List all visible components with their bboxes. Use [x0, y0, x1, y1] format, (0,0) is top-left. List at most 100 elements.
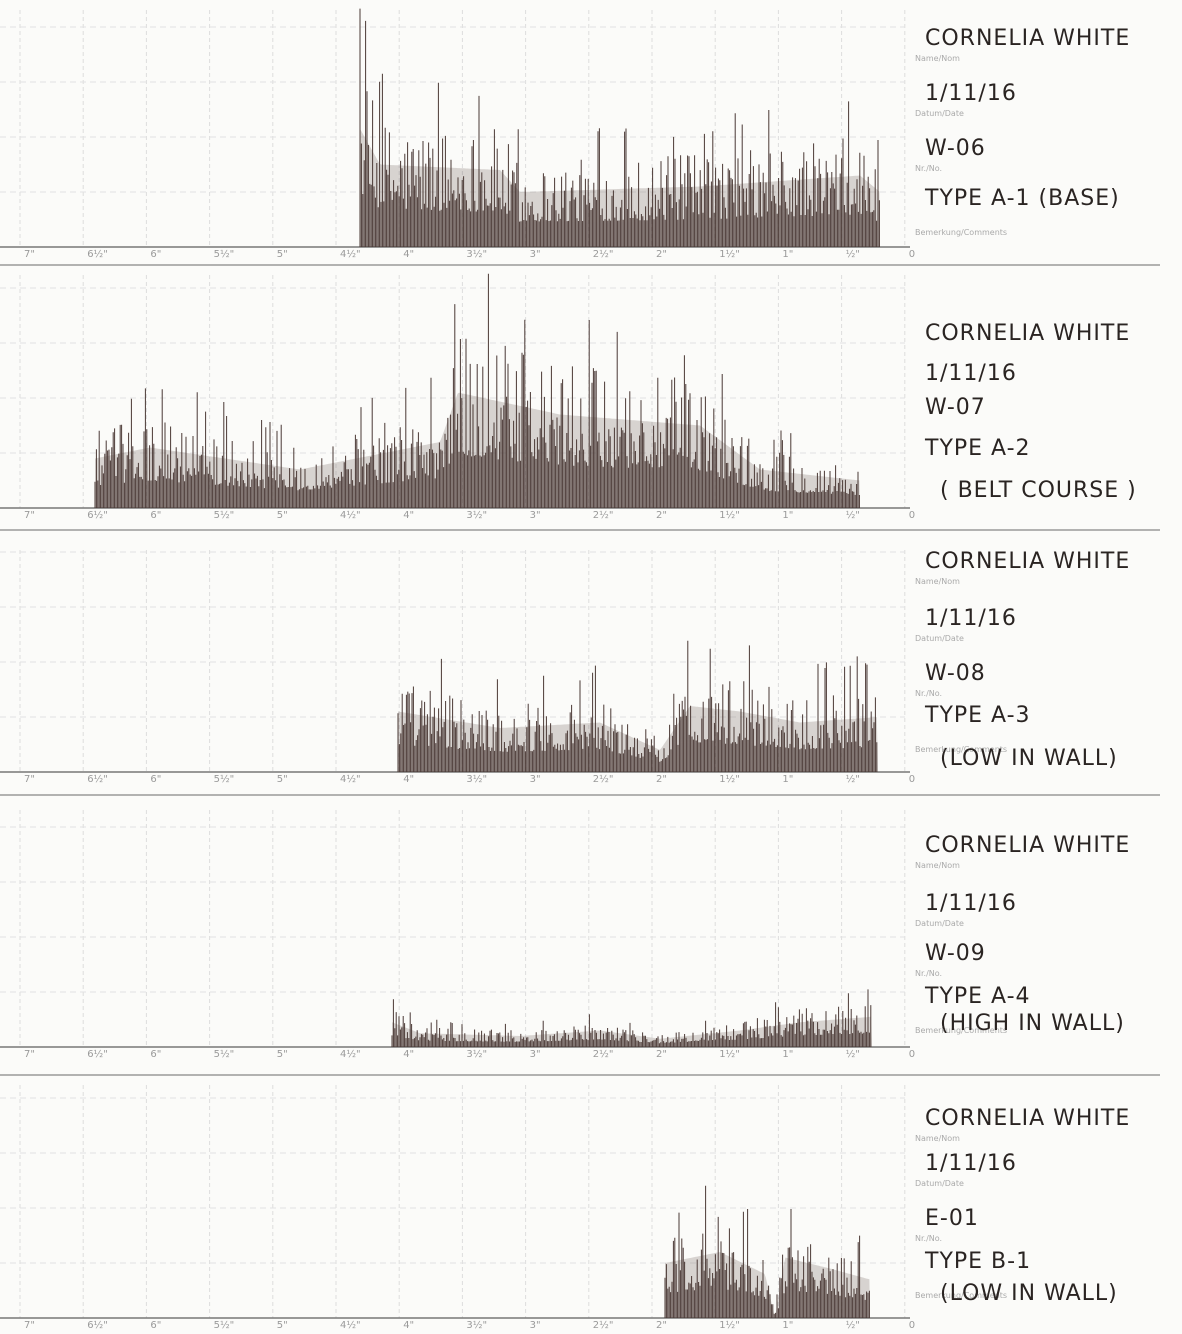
- handwritten-date: 1/11/16: [925, 891, 1017, 916]
- scale-label: 2": [656, 1320, 667, 1331]
- scale-label: 4½": [340, 248, 361, 260]
- form-label: Nr./No.: [915, 689, 942, 698]
- scale-label: 6½": [87, 509, 108, 521]
- scale-label: 6½": [87, 248, 108, 260]
- handwritten-date: 1/11/16: [925, 1151, 1017, 1176]
- scale-label: 5½": [214, 509, 235, 521]
- scale-label: 1": [782, 1049, 793, 1060]
- scale-label: 2½": [593, 773, 614, 785]
- waveform-shade: [398, 706, 878, 772]
- scale-label: 2½": [593, 1048, 614, 1060]
- scale-label: 1½": [719, 1048, 740, 1060]
- handwritten-date: 1/11/16: [925, 361, 1017, 386]
- handwritten-name: CORNELIA WHITE: [925, 549, 1130, 574]
- panel: 7"6½"6"5½"5"4½"4"3½"3"2½"2"1½"1"½"0CORNE…: [0, 9, 1160, 265]
- handwritten-type: TYPE A-3: [924, 703, 1031, 728]
- handwritten-name: CORNELIA WHITE: [925, 321, 1130, 346]
- panel: 7"6½"6"5½"5"4½"4"3½"3"2½"2"1½"1"½"0CORNE…: [0, 274, 1160, 530]
- scale-label: 5½": [214, 248, 235, 260]
- scale-label: 6½": [87, 1048, 108, 1060]
- scale-label: 0: [909, 1320, 915, 1331]
- handwritten-name: CORNELIA WHITE: [925, 26, 1130, 51]
- handwritten-type: TYPE B-1: [924, 1249, 1031, 1274]
- handwritten-type: TYPE A-1 (BASE): [924, 186, 1120, 211]
- scale-label: 5": [277, 774, 288, 785]
- scale-label: 1": [782, 249, 793, 260]
- scale-label: 3": [530, 510, 541, 521]
- scale-label: 2": [656, 249, 667, 260]
- handwritten-id: E-01: [925, 1206, 979, 1231]
- scale-label: 5": [277, 1049, 288, 1060]
- scale-label: 7": [24, 249, 35, 260]
- scale-label: 4": [403, 774, 414, 785]
- handwritten-id: W-08: [925, 661, 986, 686]
- scale-label: 7": [24, 774, 35, 785]
- document: 7" 6½" 6" 5½" 5" 4½" 4" 3½" 3" 2½" 2" 1½" 1" ½" 0 CORNE…: [0, 0, 1182, 1334]
- scale-label: 7": [24, 1320, 35, 1331]
- form-label: Nr./No.: [915, 969, 942, 978]
- scale-label: 3½": [466, 773, 487, 785]
- scale-label: 4": [403, 1320, 414, 1331]
- scale-label: ½": [846, 509, 860, 521]
- scale-label: 2": [656, 774, 667, 785]
- scale-label: 4½": [340, 509, 361, 521]
- scale-label: 1": [782, 774, 793, 785]
- scale-label: 2½": [593, 509, 614, 521]
- scale-label: ½": [846, 773, 860, 785]
- scale-label: ½": [846, 1048, 860, 1060]
- form-label: Nr./No.: [915, 1234, 942, 1243]
- scale-label: 5½": [214, 1319, 235, 1331]
- form-label: Datum/Date: [915, 109, 964, 118]
- form-label: Datum/Date: [915, 919, 964, 928]
- scale-label: 3½": [466, 1048, 487, 1060]
- scale-label: ½": [846, 248, 860, 260]
- scale-label: 7": [24, 510, 35, 521]
- handwritten-note: (LOW IN WALL): [940, 1281, 1118, 1306]
- scale-label: 2½": [593, 1319, 614, 1331]
- scale-label: 0: [909, 510, 915, 521]
- scale-label: 0: [909, 249, 915, 260]
- scale-label: 6": [150, 1049, 161, 1060]
- scale-label: 7": [24, 1049, 35, 1060]
- form-label: Datum/Date: [915, 634, 964, 643]
- scale-label: 6": [150, 774, 161, 785]
- scale-label: 5": [277, 510, 288, 521]
- scale-label: 1½": [719, 248, 740, 260]
- form-label: Name/Nom: [915, 54, 960, 63]
- scale-label: 1½": [719, 773, 740, 785]
- scale-label: 0: [909, 774, 915, 785]
- scale-label: 3": [530, 774, 541, 785]
- form-label: Name/Nom: [915, 577, 960, 586]
- scale-label: 0: [909, 1049, 915, 1060]
- panel: 7"6½"6"5½"5"4½"4"3½"3"2½"2"1½"1"½"0CORNE…: [0, 549, 1160, 795]
- scale-label: ½": [846, 1319, 860, 1331]
- scale-label: 5": [277, 1320, 288, 1331]
- scale-label: 3½": [466, 509, 487, 521]
- waveform: [398, 641, 877, 772]
- scale-label: 6½": [87, 773, 108, 785]
- handwritten-date: 1/11/16: [925, 606, 1017, 631]
- scale-label: 6½": [87, 1319, 108, 1331]
- handwritten-note: (HIGH IN WALL): [940, 1011, 1125, 1036]
- form-label: Nr./No.: [915, 164, 942, 173]
- scale-label: 5½": [214, 1048, 235, 1060]
- handwritten-type: TYPE A-4: [924, 984, 1031, 1009]
- handwritten-id: W-07: [925, 395, 986, 420]
- scale-label: 4½": [340, 773, 361, 785]
- scale-label: 1": [782, 1320, 793, 1331]
- scale-label: 3": [530, 1320, 541, 1331]
- scale-label: 2½": [593, 248, 614, 260]
- scale-label: 4½": [340, 1048, 361, 1060]
- waveform: [665, 1186, 869, 1318]
- scale-label: 6": [150, 249, 161, 260]
- scale-label: 1½": [719, 509, 740, 521]
- scale-label: 4": [403, 1049, 414, 1060]
- scale-label: 3½": [466, 248, 487, 260]
- scale-label: 1½": [719, 1319, 740, 1331]
- handwritten-id: W-09: [925, 941, 986, 966]
- waveform-shade: [392, 1017, 872, 1047]
- handwritten-date: 1/11/16: [925, 81, 1017, 106]
- handwritten-note: ( BELT COURSE ): [940, 478, 1137, 503]
- scale-label: 1": [782, 510, 793, 521]
- handwritten-note: (LOW IN WALL): [940, 746, 1118, 771]
